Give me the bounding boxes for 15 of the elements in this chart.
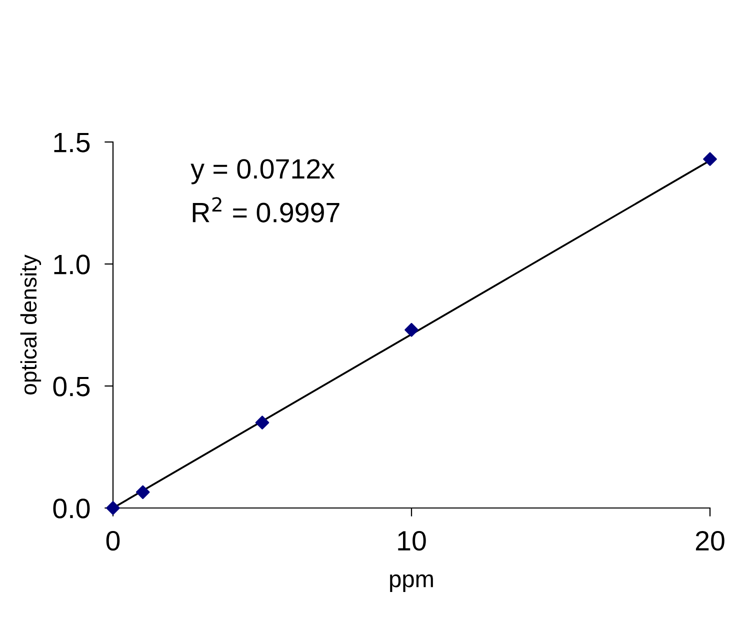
x-tick-label: 20 [696,530,724,551]
annotation: y = 0.0712x [190,159,335,184]
x-axis-title: ppm [390,574,433,592]
point [255,416,270,430]
y-tick-label: 1.5 [54,132,90,152]
y-tick-label: 1.0 [54,254,90,274]
x-tick-label: 0 [106,530,120,551]
point [703,152,717,166]
x-tick-label: 10 [398,530,426,551]
point [136,485,150,500]
y-tick-label: 0.5 [53,376,90,396]
annotation: R$^{2}$ = 0.9997 [192,197,340,222]
y-tick-label: 0.0 [53,498,90,518]
point [404,322,418,337]
y-axis-title: optical density [20,254,42,394]
